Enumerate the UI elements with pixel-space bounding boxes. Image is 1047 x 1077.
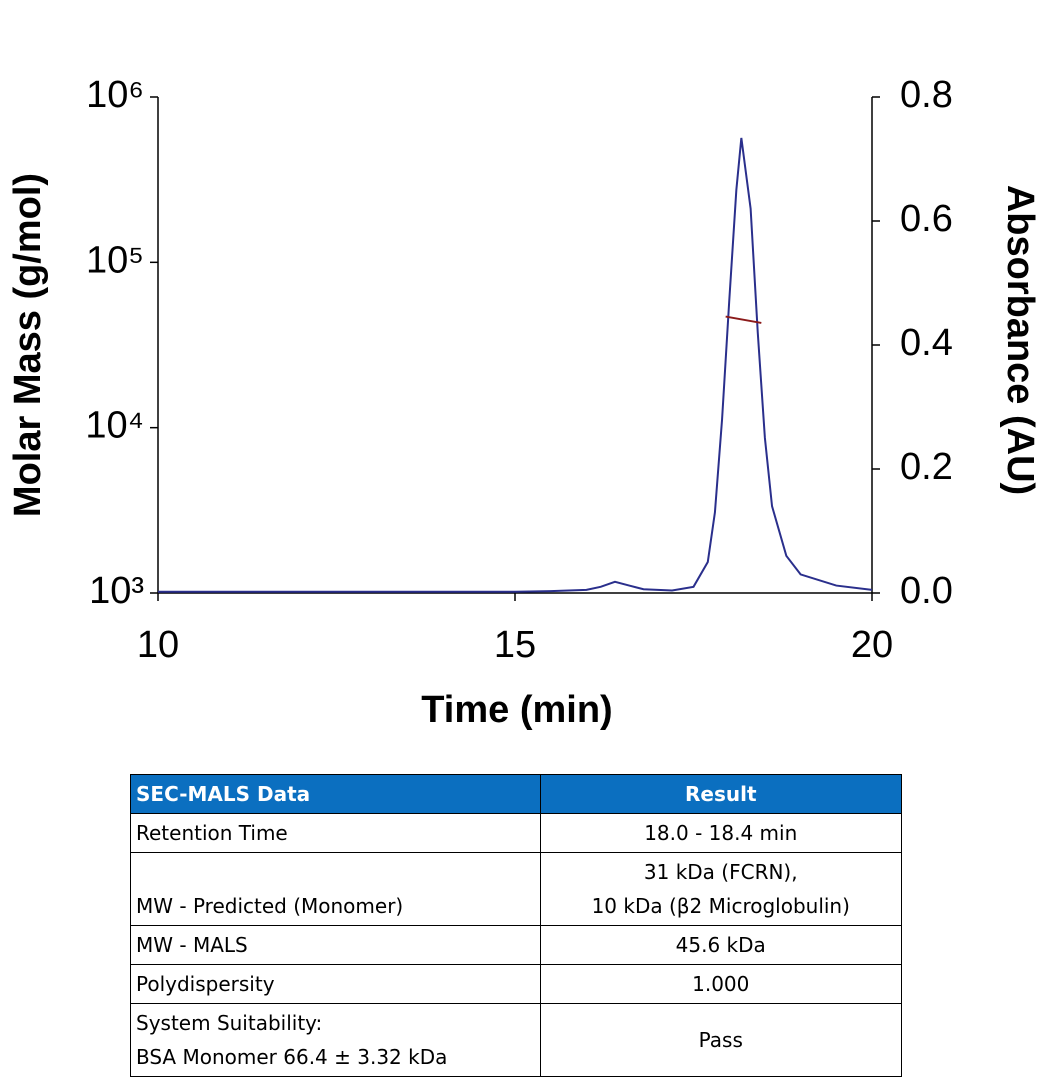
cell-text: MW - MALS <box>136 933 248 957</box>
table-row: Polydispersity 1.000 <box>130 964 902 1004</box>
y-tick-label: 10⁶ <box>86 74 144 116</box>
y2-tick-label: 0.8 <box>900 74 953 116</box>
table-cell: SEC-MALS Data <box>130 774 541 814</box>
y2-axis-label: Absorbance (AU) <box>999 185 1041 495</box>
table-cell: Polydispersity <box>130 964 541 1004</box>
cell-text: Result <box>684 782 757 806</box>
y2-tick-label: 0.4 <box>900 322 953 364</box>
table-row: MW - MALS 45.6 kDa <box>130 925 902 965</box>
y-tick-label: 10⁵ <box>86 239 144 281</box>
cell-text: 1.000 <box>692 972 750 996</box>
y2-tick-label: 0.0 <box>900 570 953 612</box>
cell-text: 10 kDa (β2 Microglobulin) <box>591 894 850 918</box>
x-tick-label: 20 <box>851 624 893 666</box>
table-row: Retention Time 18.0 - 18.4 min <box>130 813 902 853</box>
table-cell: 31 kDa (FCRN), 10 kDa (β2 Microglobulin) <box>539 852 902 926</box>
cell-text: 31 kDa (FCRN), <box>643 860 798 884</box>
series-line <box>725 315 762 324</box>
cell-text: Pass <box>698 1028 743 1052</box>
cell-text: 45.6 kDa <box>675 933 766 957</box>
cell-text: MW - Predicted (Monomer) <box>136 894 404 918</box>
header-row: SEC-MALS Data Result <box>130 774 902 814</box>
table-cell: Result <box>539 774 902 814</box>
table-cell: 18.0 - 18.4 min <box>539 813 902 853</box>
table-cell: MW - Predicted (Monomer) <box>130 852 541 926</box>
table-cell: MW - MALS <box>130 925 541 965</box>
cell-text: 18.0 - 18.4 min <box>644 821 798 845</box>
x-tick-label: 15 <box>494 624 536 666</box>
cell-text: Polydispersity <box>136 972 275 996</box>
x-tick-label: 10 <box>137 624 179 666</box>
y2-tick-label: 0.6 <box>900 198 953 240</box>
y2-tick-label: 0.2 <box>900 446 953 488</box>
table-cell: 45.6 kDa <box>539 925 902 965</box>
cell-text: System Suitability: <box>136 1011 323 1035</box>
result-table: SEC-MALS Data Result Retention Time 18.0 - … <box>130 774 902 1077</box>
y-tick-label: 10⁴ <box>85 405 144 447</box>
cell-text: BSA Monomer 66.4 ± 3.32 kDa <box>136 1045 448 1069</box>
table-row: MW - Predicted (Monomer) 31 kDa (FCRN), 10… <box>130 852 902 926</box>
x-axis-label: Time (min) <box>421 689 612 731</box>
series-line <box>158 137 873 593</box>
table-cell: Pass <box>539 1003 902 1077</box>
y-tick-label: 10³ <box>89 570 144 612</box>
table-cell: System Suitability: BSA Monomer 66.4 ± 3.… <box>130 1003 541 1077</box>
chart: Time (min) Molar Mass (g/mol) Absorbance… <box>7 74 1041 731</box>
cell-text: Retention Time <box>136 821 288 845</box>
table-cell: Retention Time <box>130 813 541 853</box>
table-cell: 1.000 <box>539 964 902 1004</box>
table-row: System Suitability: BSA Monomer 66.4 ± 3.… <box>130 1003 902 1077</box>
cell-text: SEC-MALS Data <box>136 782 311 806</box>
y-axis-label: Molar Mass (g/mol) <box>7 173 49 517</box>
